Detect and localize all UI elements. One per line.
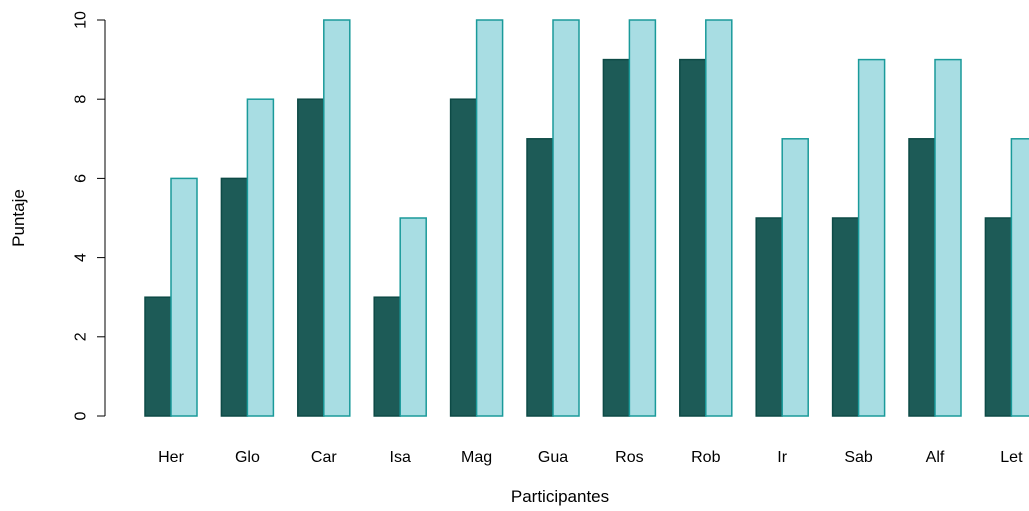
bar-let-series-1 bbox=[984, 217, 1013, 417]
x-tick-label: Isa bbox=[390, 449, 411, 466]
y-tick-label: 2 bbox=[73, 332, 90, 341]
y-tick-label: 6 bbox=[73, 174, 90, 183]
bar-isa-series-1 bbox=[373, 296, 401, 417]
y-tick-label: 8 bbox=[73, 95, 90, 104]
x-axis-title: Participantes bbox=[511, 487, 609, 506]
bar-isa-series-2 bbox=[399, 217, 427, 417]
bar-ros-series-1 bbox=[602, 58, 631, 417]
bar-car-series-1 bbox=[297, 98, 325, 417]
bar-gua-series-1 bbox=[526, 138, 554, 417]
bars bbox=[144, 19, 1029, 417]
bar-her-series-2 bbox=[170, 177, 198, 417]
x-tick-label: Glo bbox=[235, 449, 260, 466]
x-tick-label: Ros bbox=[615, 449, 643, 466]
x-tick-label: Sab bbox=[844, 449, 873, 466]
bar-gua-series-2 bbox=[552, 19, 580, 417]
bar-ir-series-1 bbox=[755, 217, 783, 417]
bar-car-series-2 bbox=[323, 19, 351, 417]
bar-mag-series-2 bbox=[475, 19, 504, 417]
bar-ros-series-2 bbox=[628, 19, 657, 417]
x-tick-label: Gua bbox=[538, 449, 568, 466]
bar-glo-series-1 bbox=[220, 177, 249, 417]
x-tick-label: Ir bbox=[777, 449, 787, 466]
bar-let-series-2 bbox=[1010, 138, 1029, 417]
y-tick-label: 0 bbox=[73, 411, 90, 420]
x-tick-label: Her bbox=[158, 449, 184, 466]
bar-sab-series-2 bbox=[857, 58, 886, 417]
bar-rob-series-2 bbox=[705, 19, 733, 417]
y-axis-title: Puntaje bbox=[9, 189, 28, 247]
bar-alf-series-2 bbox=[934, 58, 962, 417]
bar-ir-series-2 bbox=[781, 138, 809, 417]
bar-glo-series-2 bbox=[246, 98, 275, 417]
x-tick-label: Let bbox=[1000, 449, 1023, 466]
x-tick-label: Rob bbox=[691, 449, 720, 466]
x-tick-labels: Her Glo Car Isa Mag Gua Ros Rob Ir Sab Alf Let bbox=[158, 449, 1023, 466]
bar-rob-series-1 bbox=[679, 58, 707, 417]
bar-alf-series-1 bbox=[908, 138, 936, 417]
x-tick-label: Mag bbox=[461, 449, 492, 466]
bar-mag-series-1 bbox=[449, 98, 478, 417]
y-axis: 0 2 4 6 8 10 bbox=[73, 11, 106, 420]
bar-her-series-1 bbox=[144, 296, 172, 417]
x-tick-label: Alf bbox=[926, 449, 945, 466]
bar-sab-series-1 bbox=[831, 217, 860, 417]
y-tick-label: 4 bbox=[73, 253, 90, 262]
x-tick-label: Car bbox=[311, 449, 337, 466]
y-tick-label: 10 bbox=[73, 11, 90, 29]
